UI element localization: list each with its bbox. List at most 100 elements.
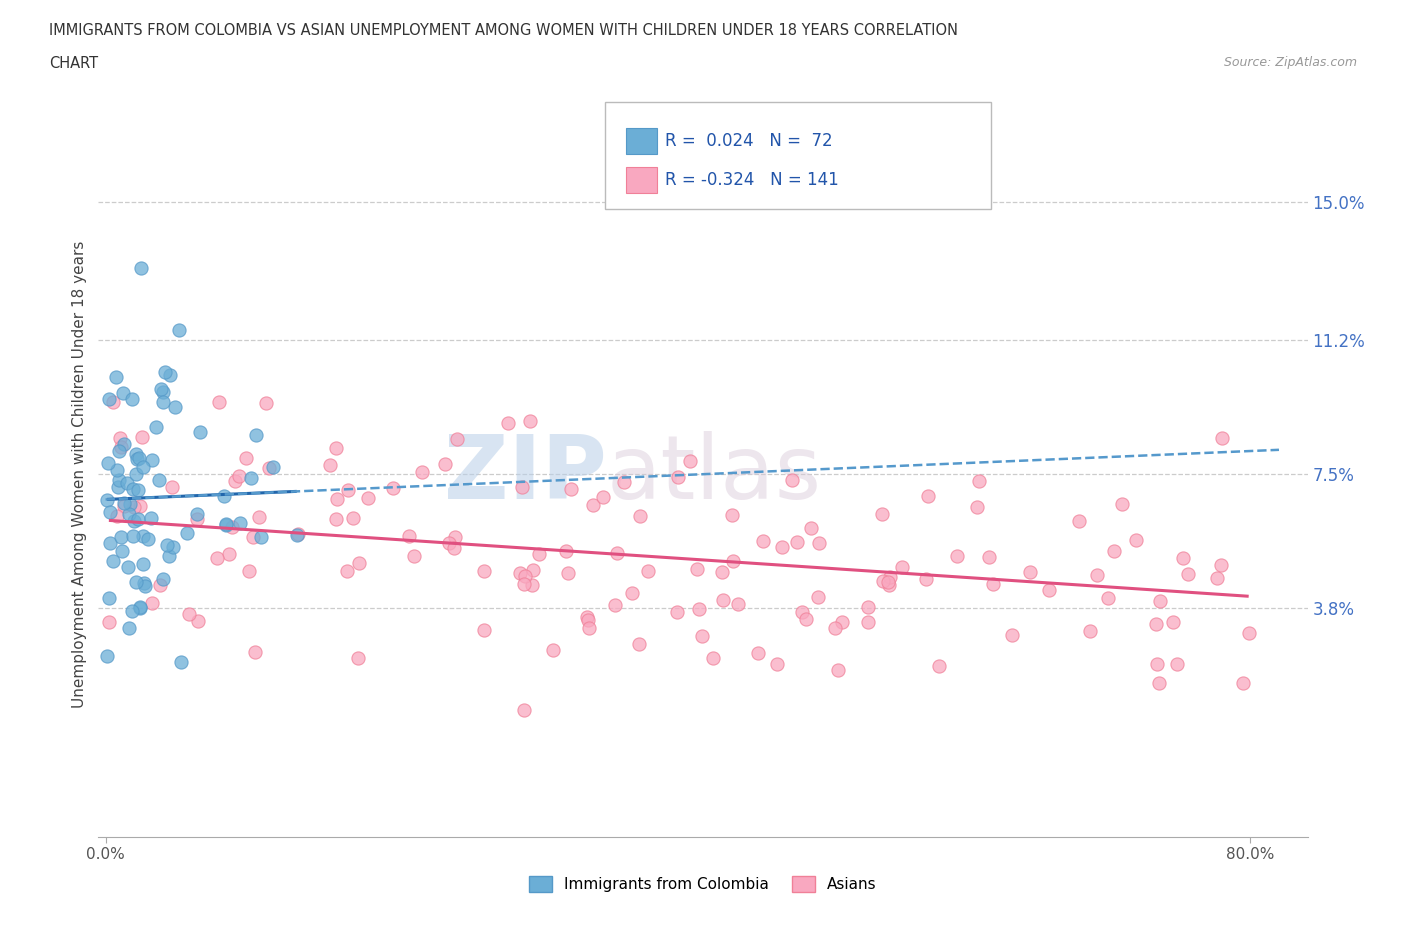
Legend: Immigrants from Colombia, Asians: Immigrants from Colombia, Asians [523,870,883,898]
Point [262,459,284,474]
Point [824,620,846,635]
Point [512,702,534,717]
Point [160,479,183,494]
Point [326,492,349,507]
Point [915,572,938,587]
Point [97,615,120,630]
Point [212,488,235,503]
Point [342,511,364,525]
Point [790,604,813,619]
Text: R =  0.024   N =  72: R = 0.024 N = 72 [665,132,832,150]
Point [105,462,128,477]
Point [129,498,152,513]
Point [1085,567,1108,582]
Point [108,431,131,445]
Point [1125,533,1147,548]
Point [108,444,131,458]
Point [145,420,167,435]
Point [786,534,808,549]
Point [187,613,209,628]
Point [621,586,644,601]
Text: CHART: CHART [49,56,98,71]
Point [981,577,1004,591]
Point [134,576,156,591]
Point [856,614,879,629]
Point [512,480,534,495]
Point [224,474,246,489]
Point [117,476,139,491]
Point [357,491,380,506]
Point [666,604,689,619]
Point [627,637,650,652]
Point [122,528,145,543]
Point [766,657,789,671]
Point [162,540,184,555]
Point [1102,544,1125,559]
Point [347,651,370,666]
Point [325,440,347,455]
Point [527,547,550,562]
Point [808,535,831,550]
Point [509,565,531,580]
Point [149,382,172,397]
Point [879,570,901,585]
Point [131,429,153,444]
Point [186,512,208,526]
Point [228,469,250,484]
Point [1144,617,1167,631]
Point [186,507,208,522]
Point [156,538,179,552]
Point [112,496,135,511]
Point [118,620,141,635]
Point [97,456,120,471]
Text: atlas: atlas [606,431,821,518]
Point [235,450,257,465]
Point [121,604,143,618]
Point [107,480,129,495]
Point [827,663,849,678]
Point [257,460,280,475]
Point [519,414,541,429]
Point [125,466,148,481]
Point [637,564,659,578]
Point [498,416,520,431]
Point [176,525,198,540]
Point [446,432,468,446]
Point [177,606,200,621]
Point [702,650,724,665]
Point [127,512,149,526]
Point [557,565,579,580]
Point [606,546,628,561]
Point [285,527,308,542]
Point [247,510,270,525]
Point [118,507,141,522]
Point [794,612,817,627]
Point [221,520,243,535]
Point [711,592,734,607]
Point [1232,676,1254,691]
Point [872,574,894,589]
Point [336,483,359,498]
Point [877,575,900,590]
Point [117,559,139,574]
Point [877,578,900,592]
Point [325,512,347,526]
Point [96,648,118,663]
Point [239,471,262,485]
Point [513,569,536,584]
Point [287,526,309,541]
Point [747,645,769,660]
Point [132,556,155,571]
Point [127,452,149,467]
Point [437,536,460,551]
Point [101,394,124,409]
Point [1161,615,1184,630]
Point [444,530,467,545]
Point [381,481,404,496]
Point [398,529,420,544]
Point [543,643,565,658]
Point [148,472,170,487]
Point [1111,497,1133,512]
Point [1211,431,1233,445]
Point [347,555,370,570]
